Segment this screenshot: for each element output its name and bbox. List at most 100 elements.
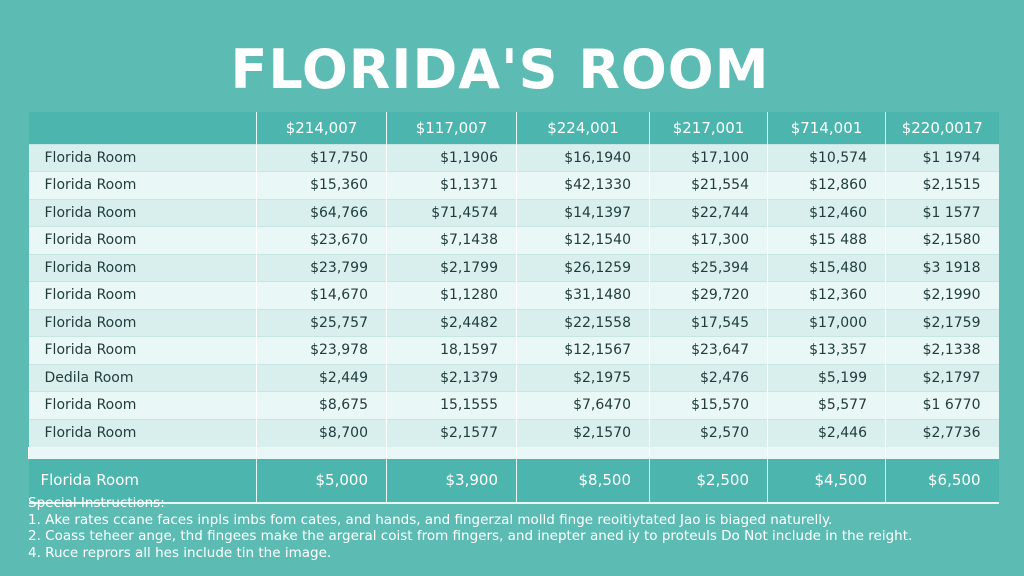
column-header: $217,001 <box>649 112 768 144</box>
note-item: 1. Ake rates ccane faces inpls imbs fom … <box>28 511 833 528</box>
table-cell: $15 488 <box>767 226 886 254</box>
table-cell: $2,1759 <box>885 308 999 337</box>
table-cell: $17,750 <box>256 143 387 172</box>
table-footer-row: Florida Room $5,000 $3,900 $8,500 $2,500… <box>28 458 999 504</box>
table-cell: $2,1515 <box>885 171 999 199</box>
column-header <box>29 112 257 144</box>
notes-heading: Special Instructions: <box>28 495 165 511</box>
table-cell: $2,570 <box>649 418 768 447</box>
table-cell: 18,1597 <box>386 336 517 364</box>
table-cell: $2,1580 <box>885 226 999 254</box>
special-instructions: Special Instructions: 1. Ake rates ccane… <box>28 495 1008 561</box>
table-cell: $64,766 <box>256 198 387 227</box>
row-label: Florida Room <box>28 336 257 364</box>
note-item: 4. Ruce reprors all hes include tin the … <box>28 544 332 561</box>
table-cell: $1 1974 <box>885 143 999 172</box>
table-cell: 15,1555 <box>386 391 517 419</box>
footer-cell: $6,500 <box>885 458 999 504</box>
table-cell: $5,199 <box>767 363 886 392</box>
row-label: Florida Room <box>28 308 257 337</box>
table-cell: $8,675 <box>256 391 387 419</box>
table-cell: $22,744 <box>649 198 768 227</box>
table-cell: $2,1990 <box>885 281 999 309</box>
table-header-row: $214,007 $117,007 $224,001 $217,001 $714… <box>28 112 999 144</box>
row-label: Florida Room <box>28 226 257 254</box>
table-cell: $1,1906 <box>386 143 517 172</box>
row-label: Florida Room <box>28 171 257 199</box>
table-cell: $12,1540 <box>516 226 650 254</box>
row-label: Dedila Room <box>28 363 257 392</box>
table-cell: $15,570 <box>649 391 768 419</box>
spacer-cell <box>649 446 768 459</box>
table-row: Florida Room $23,978 18,1597 $12,1567 $23,64… <box>28 336 999 364</box>
spacer-cell <box>28 446 257 459</box>
table-cell: $14,1397 <box>516 198 650 227</box>
table-cell: $23,799 <box>256 253 387 282</box>
table-cell: $7,6470 <box>516 391 650 419</box>
table-cell: $42,1330 <box>516 171 650 199</box>
table-row: Florida Room $25,757 $2,4482 $22,1558 $17,54… <box>28 308 999 337</box>
footer-cell: Florida Room <box>28 458 257 504</box>
table-row: Florida Room $14,670 $1,1280 $31,1480 $29,72… <box>28 281 999 309</box>
table-cell: $21,554 <box>649 171 768 199</box>
table-cell: $15,360 <box>256 171 387 199</box>
row-label: Florida Room <box>28 253 257 282</box>
column-header: $214,007 <box>256 112 387 144</box>
table-cell: $25,394 <box>649 253 768 282</box>
table-spacer-row <box>28 446 999 459</box>
table-cell: $12,460 <box>767 198 886 227</box>
florida-room-table: $214,007 $117,007 $224,001 $217,001 $714… <box>28 112 999 504</box>
page-title: FLORIDA'S ROOM <box>230 38 770 101</box>
table-row: Florida Room $15,360 $1,1371 $42,1330 $21,55… <box>28 171 999 199</box>
table-cell: $2,1379 <box>386 363 517 392</box>
row-label: Florida Room <box>28 391 257 419</box>
table-cell: $25,757 <box>256 308 387 337</box>
column-header: $714,001 <box>767 112 886 144</box>
note-item: 2. Coass teheer ange, thd fingees make t… <box>28 528 913 544</box>
footer-cell: $3,900 <box>386 458 517 504</box>
table-cell: $2,1975 <box>516 363 650 392</box>
table-cell: $2,446 <box>767 418 886 447</box>
table-cell: $12,360 <box>767 281 886 309</box>
table-cell: $3 1918 <box>885 253 999 282</box>
table-cell: $14,670 <box>256 281 387 309</box>
column-header: $224,001 <box>516 112 650 144</box>
spacer-cell <box>885 446 999 459</box>
table-row: Florida Room $23,799 $2,1799 $26,1259 $25,39… <box>28 253 999 282</box>
table-row: Florida Room $8,675 15,1555 $7,6470 $15,570 $… <box>28 391 999 419</box>
table-cell: $2,1577 <box>386 418 517 447</box>
table-cell: $2,1570 <box>516 418 650 447</box>
table-cell: $1 6770 <box>885 391 999 419</box>
table-cell: $12,1567 <box>516 336 650 364</box>
spacer-cell <box>386 446 517 459</box>
table-cell: $2,7736 <box>885 418 999 447</box>
footer-cell: $4,500 <box>767 458 886 504</box>
table-cell: $23,647 <box>649 336 768 364</box>
table-cell: $2,4482 <box>386 308 517 337</box>
table-cell: $12,860 <box>767 171 886 199</box>
row-label: Florida Room <box>28 143 257 172</box>
table-cell: $16,1940 <box>516 143 650 172</box>
table-cell: $23,978 <box>256 336 387 364</box>
table-cell: $2,476 <box>649 363 768 392</box>
footer-cell: $8,500 <box>516 458 650 504</box>
table-cell: $2,1797 <box>885 363 999 392</box>
spacer-cell <box>256 446 387 459</box>
table-cell: $17,300 <box>649 226 768 254</box>
table-cell: $17,545 <box>649 308 768 337</box>
table-row: Florida Room $64,766 $71,4574 $14,1397 $22,7… <box>28 198 999 227</box>
table-cell: $17,000 <box>767 308 886 337</box>
table-cell: $22,1558 <box>516 308 650 337</box>
table-cell: $1,1280 <box>386 281 517 309</box>
table-cell: $1 1577 <box>885 198 999 227</box>
table-row: Florida Room $8,700 $2,1577 $2,1570 $2,570 $2… <box>28 418 999 447</box>
table-row: Florida Room $17,750 $1,1906 $16,1940 $17,10… <box>28 143 999 172</box>
table-cell: $7,1438 <box>386 226 517 254</box>
table-cell: $1,1371 <box>386 171 517 199</box>
table-cell: $2,449 <box>256 363 387 392</box>
table-cell: $13,357 <box>767 336 886 364</box>
table-cell: $26,1259 <box>516 253 650 282</box>
row-label: Florida Room <box>28 281 257 309</box>
footer-cell: $2,500 <box>649 458 768 504</box>
table-cell: $2,1338 <box>885 336 999 364</box>
